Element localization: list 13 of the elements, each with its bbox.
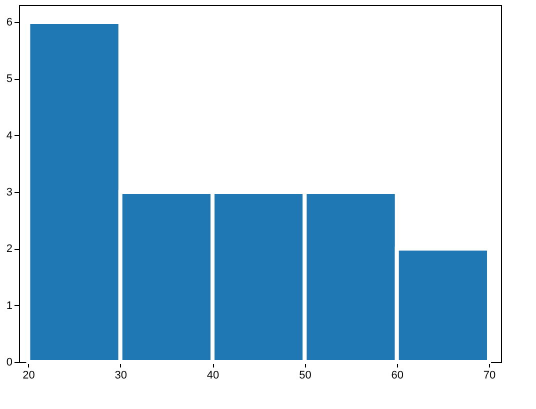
y-tick-label: 0	[6, 356, 12, 368]
x-tick-label: 60	[391, 370, 404, 382]
x-tick-label: 40	[206, 370, 220, 382]
y-tick-label: 1	[6, 300, 12, 312]
y-tick-label: 3	[6, 186, 12, 198]
y-tick-label: 2	[6, 243, 12, 256]
x-tick-label: 50	[299, 370, 312, 382]
x-tick-label: 70	[483, 370, 496, 382]
y-tick-label: 5	[6, 73, 12, 86]
y-tick-label: 6	[6, 16, 12, 28]
x-tick-label: 20	[22, 370, 35, 382]
x-tick-label: 30	[114, 370, 127, 382]
y-tick-label: 4	[6, 130, 12, 142]
